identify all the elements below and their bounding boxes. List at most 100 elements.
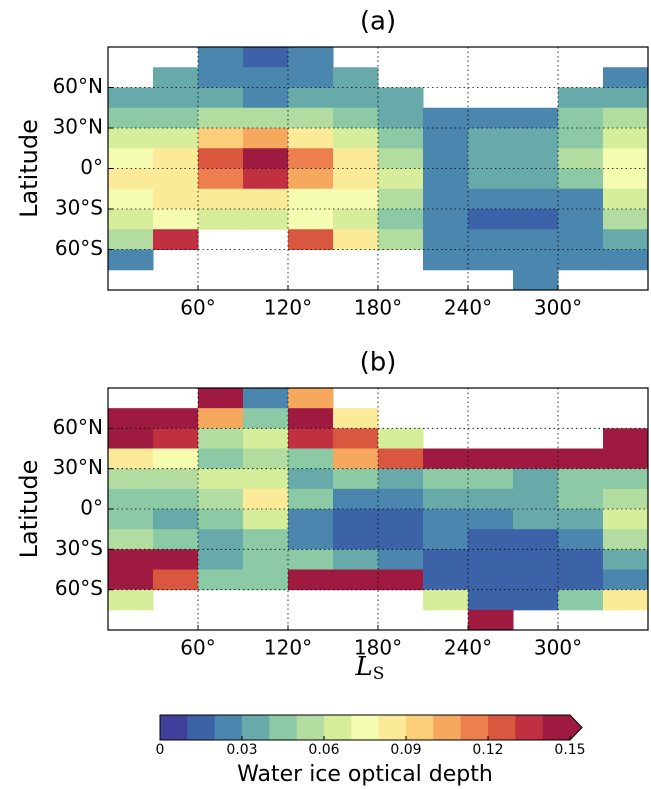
heatmap-cell [513, 229, 559, 250]
x-tick-label: 180° [354, 296, 402, 320]
heatmap-cell [288, 428, 334, 449]
heatmap-cell [603, 188, 649, 210]
x-tick-label: 300° [534, 636, 582, 660]
heatmap-cell [198, 468, 244, 490]
heatmap-cell [513, 209, 559, 230]
heatmap-cell [603, 549, 649, 570]
heatmap-cell [468, 128, 514, 149]
y-tick-label: 60°S [55, 576, 103, 600]
heatmap-cell [603, 209, 649, 230]
heatmap-cell [333, 509, 379, 530]
heatmap-cell [513, 589, 559, 611]
colorbar-segment [515, 715, 544, 740]
heatmap-cell [333, 209, 379, 230]
heatmap-cell [243, 47, 289, 68]
heatmap-cell [603, 589, 649, 611]
heatmap-cell [423, 188, 469, 210]
heatmap-cell [603, 529, 649, 550]
heatmap-cell [198, 569, 244, 591]
heatmap-cell [603, 148, 649, 169]
heatmap-cell [108, 128, 154, 149]
y-axis-label: Latitude [15, 119, 43, 218]
heatmap-cell [468, 468, 514, 490]
heatmap-cell [243, 87, 289, 109]
heatmap-cell [243, 107, 289, 129]
y-tick-label: 30°N [53, 115, 103, 139]
heatmap-cell [378, 529, 424, 550]
heatmap-cell [513, 488, 559, 510]
heatmap-cell [423, 569, 469, 591]
heatmap-cell [153, 549, 199, 570]
heatmap-cell [198, 87, 244, 109]
heatmap-cell [243, 569, 289, 591]
heatmap-cell [108, 188, 154, 210]
heatmap-cell [288, 148, 334, 169]
heatmap-cell [198, 549, 244, 570]
heatmap-cell [108, 569, 154, 591]
heatmap-cell [468, 589, 514, 611]
heatmap-cell [288, 107, 334, 129]
heatmap-cell [603, 229, 649, 250]
colorbar-tick-label: 0.03 [226, 742, 257, 758]
colorbar-tick-label: 0 [156, 742, 165, 758]
heatmap-cell [558, 569, 604, 591]
heatmap-cell [423, 589, 469, 611]
heatmap-cell [288, 128, 334, 149]
heatmap-cell [558, 188, 604, 210]
heatmap-cell [513, 549, 559, 570]
heatmap-cell [108, 107, 154, 129]
heatmap-cell [333, 67, 379, 88]
plot-frame [107, 387, 649, 631]
heatmap-cell [468, 107, 514, 129]
heatmap-cell [513, 188, 559, 210]
y-tick-label: 60°N [53, 415, 103, 439]
heatmap-cell [288, 488, 334, 510]
heatmap-cell [513, 509, 559, 530]
heatmap-cell [423, 549, 469, 570]
heatmap-cell [603, 428, 649, 449]
heatmap-cell [468, 509, 514, 530]
heatmap-cell [423, 509, 469, 530]
heatmap-cell [333, 448, 379, 470]
heatmap-cell [558, 128, 604, 149]
heatmap-cell [603, 468, 649, 490]
heatmap-cell [243, 529, 289, 550]
heatmap-cell [333, 87, 379, 109]
heatmap-cell [468, 488, 514, 510]
heatmap-cell [378, 488, 424, 510]
heatmap-cell [513, 448, 559, 470]
colorbar-tick-label: 0.06 [308, 742, 339, 758]
y-axis-label: Latitude [15, 460, 43, 559]
heatmap-cell [423, 468, 469, 490]
heatmap-cell [243, 128, 289, 149]
heatmap-cell [513, 468, 559, 490]
heatmap-cell [108, 209, 154, 230]
heatmap-cell [243, 509, 289, 530]
heatmap-cell [108, 509, 154, 530]
colorbar-segment [542, 715, 571, 740]
panel-title: (a) [360, 7, 396, 37]
heatmap-cell [288, 87, 334, 109]
heatmap-cell [423, 209, 469, 230]
heatmap-cell [198, 388, 244, 409]
heatmap-cell [333, 408, 379, 429]
heatmap-cell [198, 148, 244, 169]
heatmap-cell [603, 488, 649, 510]
colorbar-segment [433, 715, 462, 740]
colorbar-segment [296, 715, 325, 740]
heatmap-cell [513, 107, 559, 129]
heatmap-cell [108, 249, 154, 271]
heatmap-cell [423, 529, 469, 550]
heatmap-cell [288, 229, 334, 250]
heatmap-cell [108, 589, 154, 611]
heatmap-cell [153, 107, 199, 129]
heatmap-cell [558, 589, 604, 611]
heatmap-cell [198, 428, 244, 449]
heatmap-cell [288, 209, 334, 230]
heatmap-cell [603, 569, 649, 591]
y-tick-label: 30°S [55, 536, 103, 560]
heatmap-cell [513, 148, 559, 169]
heatmap-cell [288, 188, 334, 210]
heatmap-cell [603, 509, 649, 530]
